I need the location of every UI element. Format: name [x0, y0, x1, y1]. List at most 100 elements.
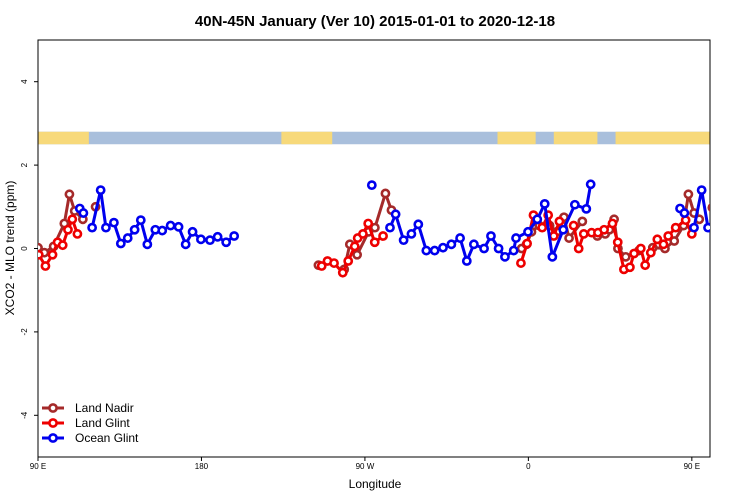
legend-label: Land Glint — [75, 416, 130, 430]
ocean-glint-point — [101, 222, 111, 233]
x-axis-title: Longitude — [349, 477, 402, 491]
land-glint-point — [607, 218, 618, 229]
ocean-glint-point — [180, 239, 191, 250]
land-glint-point — [573, 243, 584, 254]
ocean-glint-point — [523, 226, 533, 237]
land-band-4 — [615, 131, 710, 145]
land-nadir-point — [683, 189, 694, 200]
land-nadir-point — [64, 189, 75, 200]
ocean-glint-point — [115, 238, 126, 249]
land-band-1 — [281, 131, 333, 145]
land-nadir-point — [620, 251, 631, 262]
land-glint-point — [652, 234, 663, 245]
legend-swatch-point — [48, 418, 58, 428]
ocean-glint-point — [196, 234, 206, 245]
x-tick-label: 90 E — [684, 462, 700, 471]
ocean-glint-point — [539, 198, 550, 209]
land-glint-point — [378, 231, 388, 241]
ocean-glint-point — [585, 179, 596, 190]
ocean-glint-point — [455, 233, 465, 243]
land-glint-point — [548, 231, 559, 241]
ocean-glint-point — [429, 245, 440, 256]
series — [38, 179, 719, 278]
y-tick-label: 4 — [20, 79, 29, 84]
ocean-glint-point — [479, 243, 489, 254]
land-glint-point — [522, 238, 533, 249]
x-tick-label: 90 E — [30, 462, 46, 471]
sea-band — [38, 131, 710, 145]
ocean-glint-point — [532, 214, 543, 225]
land-nadir-point — [564, 233, 574, 243]
land-glint-point — [640, 260, 651, 271]
land-glint-point — [369, 237, 380, 248]
land-glint-point — [40, 261, 51, 271]
ocean-glint-point — [229, 231, 240, 241]
series-clip — [38, 179, 719, 278]
ocean-glint-point — [398, 235, 409, 246]
plot-frame — [37, 39, 711, 458]
land-glint-point — [329, 258, 339, 268]
ocean-glint-point — [173, 221, 184, 232]
ocean-glint-line — [692, 188, 710, 230]
x-tick-label: 90 W — [356, 462, 375, 471]
ocean-glint-point — [438, 242, 448, 253]
land-nadir-point — [370, 222, 380, 233]
land-nadir-point — [352, 249, 363, 260]
land-glint-point — [658, 239, 669, 250]
land-glint-point — [516, 258, 526, 268]
legend-item-land-nadir: Land Nadir — [42, 401, 134, 415]
series-land-glint — [38, 210, 697, 278]
ocean-glint-point — [129, 224, 140, 235]
ocean-glint-point — [135, 215, 146, 226]
ocean-glint-point — [508, 245, 519, 256]
land-glint-point — [625, 262, 635, 273]
ocean-glint-point — [421, 245, 432, 256]
ocean-glint-point — [511, 233, 521, 243]
ocean-glint-point — [689, 222, 699, 233]
land-band-2 — [497, 131, 536, 145]
land-glint-point — [57, 240, 68, 251]
legend-item-ocean-glint: Ocean Glint — [42, 431, 139, 445]
ocean-glint-point — [157, 225, 168, 236]
land-glint-point — [599, 224, 610, 235]
ocean-glint-point — [446, 239, 457, 250]
ocean-glint-point — [212, 231, 223, 242]
legend-item-land-glint: Land Glint — [42, 416, 130, 430]
y-tick-label: -4 — [20, 411, 29, 419]
ocean-glint-point — [712, 219, 719, 226]
series-ocean-glint — [74, 179, 719, 266]
ocean-glint-point — [87, 222, 98, 233]
land-glint-point — [537, 222, 548, 233]
ocean-glint-point — [406, 229, 417, 239]
ocean-glint-point — [187, 226, 198, 237]
land-sea-band — [38, 131, 710, 145]
land-glint-point — [645, 247, 656, 258]
land-nadir-point — [669, 236, 680, 246]
ocean-glint-point — [78, 208, 89, 218]
ocean-glint-point — [696, 185, 707, 196]
ocean-glint-point — [558, 224, 569, 235]
land-nadir-point — [380, 188, 391, 199]
ocean-glint-point — [493, 243, 504, 254]
chart-title: 40N-45N January (Ver 10) 2015-01-01 to 2… — [195, 13, 555, 30]
ocean-glint-point — [500, 251, 510, 262]
y-tick-label: -2 — [20, 328, 29, 336]
land-glint-point — [47, 249, 58, 260]
land-glint-point — [72, 229, 83, 239]
x-tick-label: 180 — [195, 462, 209, 471]
land-glint-point — [578, 229, 589, 239]
land-band-0 — [38, 131, 89, 145]
land-glint-point — [349, 241, 360, 252]
land-nadir-point — [707, 203, 710, 212]
ocean-glint-point — [547, 251, 558, 262]
legend-label: Ocean Glint — [75, 431, 139, 445]
ocean-glint-point — [486, 231, 496, 241]
ocean-glint-point — [205, 235, 215, 246]
y-axis-title: XCO2 - MLO trend (ppm) — [3, 181, 17, 316]
x-tick-label: 0 — [526, 462, 531, 471]
land-glint-point — [670, 222, 681, 233]
y-tick-label: 0 — [20, 246, 29, 251]
land-band-3 — [553, 131, 598, 145]
